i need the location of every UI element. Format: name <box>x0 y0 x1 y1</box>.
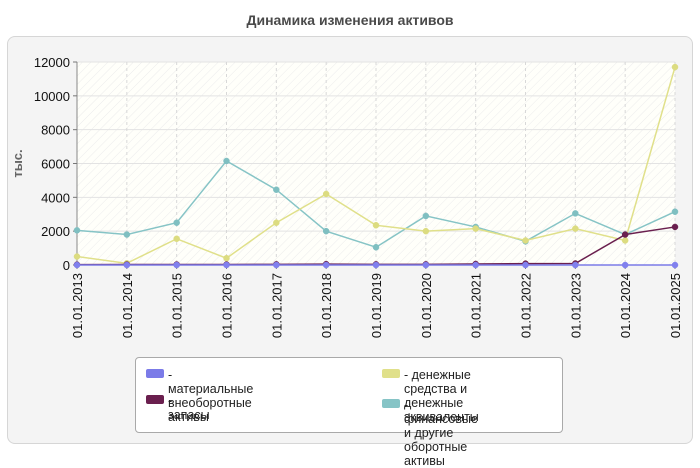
data-point <box>123 231 131 238</box>
data-point <box>73 227 81 234</box>
y-tick-label: 4000 <box>41 190 70 205</box>
x-tick-label: 01.01.2014 <box>120 273 135 338</box>
data-point <box>223 261 230 269</box>
x-tick-label: 01.01.2017 <box>269 273 284 338</box>
data-point <box>273 219 280 226</box>
y-tick-label: 6000 <box>41 157 70 172</box>
x-tick-label: 01.01.2019 <box>369 273 384 338</box>
data-point <box>372 261 380 269</box>
y-tick-label: 8000 <box>41 123 70 138</box>
x-tick-label: 01.01.2020 <box>419 273 434 338</box>
y-axis-label: тыс. <box>10 149 25 177</box>
data-point <box>422 261 430 269</box>
x-tick-label: 01.01.2013 <box>70 273 85 338</box>
data-point <box>572 261 579 269</box>
data-point <box>572 225 579 232</box>
data-point <box>322 227 330 235</box>
data-point <box>372 221 380 229</box>
data-point <box>621 237 629 244</box>
data-point <box>223 254 230 262</box>
x-tick-label: 01.01.2024 <box>618 273 633 338</box>
y-tick-label: 10000 <box>34 89 70 104</box>
chart-title: Динамика изменения активов <box>246 12 454 28</box>
x-tick-label: 01.01.2022 <box>519 273 534 338</box>
legend-label: - материальные внеоборотные активы <box>168 368 254 424</box>
legend-label: - финансовые и другие оборотные активы <box>404 398 478 468</box>
legend-swatch <box>146 369 164 378</box>
data-point <box>73 253 81 260</box>
data-point <box>522 261 529 269</box>
data-point <box>73 261 81 269</box>
data-point <box>671 208 679 215</box>
data-point <box>173 219 180 226</box>
data-point <box>422 212 430 220</box>
x-tick-label: 01.01.2025 <box>668 273 683 338</box>
data-point <box>671 63 679 71</box>
data-point <box>273 186 280 193</box>
x-tick-label: 01.01.2021 <box>469 273 484 338</box>
data-point <box>572 210 579 217</box>
y-tick-label: 0 <box>63 258 70 273</box>
x-tick-label: 01.01.2016 <box>220 273 235 338</box>
tick-labels: 0 2000 4000 6000 8000 10000 12000 01.01.2013 01.… <box>10 55 683 338</box>
legend-swatch <box>146 395 164 404</box>
data-point <box>671 223 679 231</box>
legend-label: - запасы <box>168 394 210 422</box>
data-point <box>472 225 479 232</box>
data-point <box>621 231 629 238</box>
y-tick-label: 12000 <box>34 55 70 70</box>
data-point <box>322 190 330 198</box>
data-point <box>322 261 330 269</box>
x-tick-label: 01.01.2023 <box>568 273 583 338</box>
legend-label: - денежные средства и денежные эквивален… <box>404 368 479 424</box>
data-point <box>522 237 529 244</box>
legend-swatch <box>382 369 400 378</box>
data-point <box>173 235 180 243</box>
data-point <box>621 261 629 269</box>
chart-legend: - материальные внеоборотные активы - зап… <box>135 357 563 468</box>
series-layer <box>73 63 679 269</box>
data-point <box>372 243 380 251</box>
x-tick-label: 01.01.2018 <box>319 273 334 338</box>
data-point <box>422 227 430 235</box>
data-point <box>273 261 280 269</box>
data-point <box>223 157 230 165</box>
data-point <box>472 261 479 269</box>
data-point <box>671 261 679 269</box>
data-point <box>123 261 131 269</box>
x-tick-label: 01.01.2015 <box>170 273 185 338</box>
chart-plot: 0 2000 4000 6000 8000 10000 12000 01.01.2013 01.… <box>10 55 683 338</box>
data-point <box>173 261 180 269</box>
y-tick-label: 2000 <box>41 224 70 239</box>
legend-swatch <box>382 399 400 408</box>
